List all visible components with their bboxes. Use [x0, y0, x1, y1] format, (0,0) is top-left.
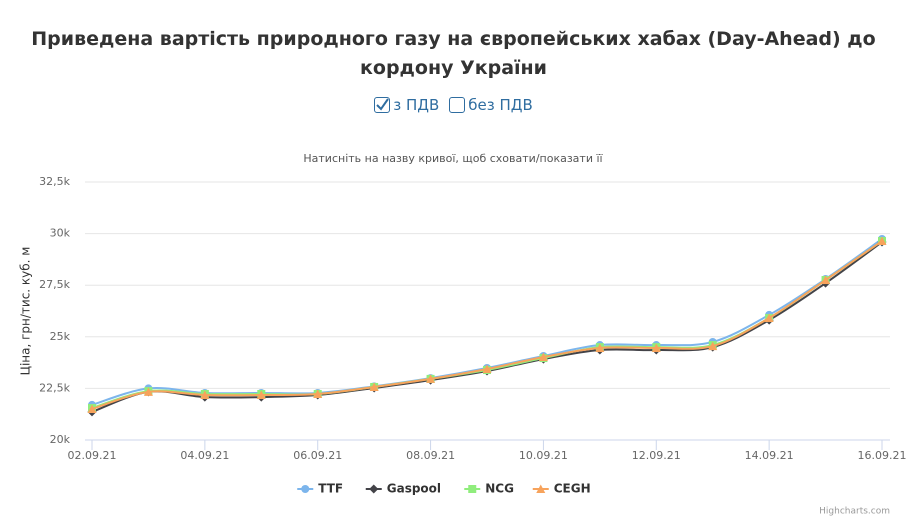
- chart-subtitle: Натисніть на назву кривої, щоб сховати/п…: [303, 152, 603, 165]
- checkbox-label[interactable]: без ПДВ: [468, 96, 533, 114]
- line: [91, 241, 883, 413]
- series: [87, 236, 887, 414]
- x-tick-label: 04.09.21: [180, 449, 229, 462]
- x-tick-label: 12.09.21: [632, 449, 681, 462]
- y-tick-label: 30k: [50, 227, 71, 240]
- point: [595, 343, 605, 352]
- checkbox[interactable]: [449, 97, 466, 113]
- line: [91, 240, 883, 410]
- point: [369, 382, 379, 391]
- line: [91, 240, 883, 409]
- checkbox-control[interactable]: з ПДВ: [374, 96, 439, 114]
- legend-item[interactable]: NCG: [464, 482, 514, 496]
- point: [313, 389, 323, 398]
- point: [538, 352, 548, 362]
- y-tick-label: 32,5k: [39, 175, 70, 188]
- legend-label[interactable]: CEGH: [554, 482, 591, 496]
- point: [426, 374, 436, 383]
- point: [708, 341, 718, 351]
- series: [88, 237, 886, 413]
- check-mark: [376, 98, 390, 111]
- point: [877, 236, 887, 246]
- legend-symbol: [369, 484, 379, 494]
- controls: з ПДВ без ПДВ: [0, 96, 907, 117]
- legend-item[interactable]: Gaspool: [365, 482, 441, 496]
- y-tick-label: 27,5k: [39, 278, 70, 291]
- y-axis-title: Ціна, грн/тис. куб. м: [19, 247, 33, 376]
- point: [482, 364, 492, 373]
- x-tick-label: 06.09.21: [293, 449, 342, 462]
- point: [651, 343, 661, 352]
- credits: Highcharts.com: [819, 507, 890, 517]
- legend-label[interactable]: TTF: [318, 482, 343, 496]
- checkbox[interactable]: [374, 97, 391, 113]
- point: [143, 387, 153, 396]
- legend-symbol: [468, 485, 477, 493]
- legend-label[interactable]: NCG: [485, 482, 514, 496]
- x-tick-label: 08.09.21: [406, 449, 455, 462]
- point: [821, 275, 831, 285]
- checkbox-label[interactable]: з ПДВ: [393, 96, 440, 114]
- legend-symbol: [301, 485, 310, 493]
- x-tick-label: 10.09.21: [519, 449, 568, 462]
- point: [87, 404, 97, 414]
- y-tick-label: 20k: [50, 433, 71, 446]
- point: [256, 390, 266, 400]
- x-tick-label: 14.09.21: [745, 449, 794, 462]
- x-tick-label: 16.09.21: [858, 449, 907, 462]
- point: [764, 313, 774, 323]
- chart-title: Приведена вартість природного газу на єв…: [31, 28, 876, 79]
- series: [87, 237, 887, 417]
- y-tick-label: 25k: [50, 330, 71, 343]
- legend-item[interactable]: TTF: [297, 482, 343, 496]
- checkbox-control[interactable]: без ПДВ: [449, 96, 533, 114]
- y-tick-label: 22,5k: [39, 381, 70, 394]
- legend-label[interactable]: Gaspool: [387, 482, 441, 496]
- legend-item[interactable]: CEGH: [532, 482, 591, 496]
- legend-symbol: [536, 484, 546, 493]
- x-tick-label: 02.09.21: [68, 449, 117, 462]
- point: [200, 390, 210, 400]
